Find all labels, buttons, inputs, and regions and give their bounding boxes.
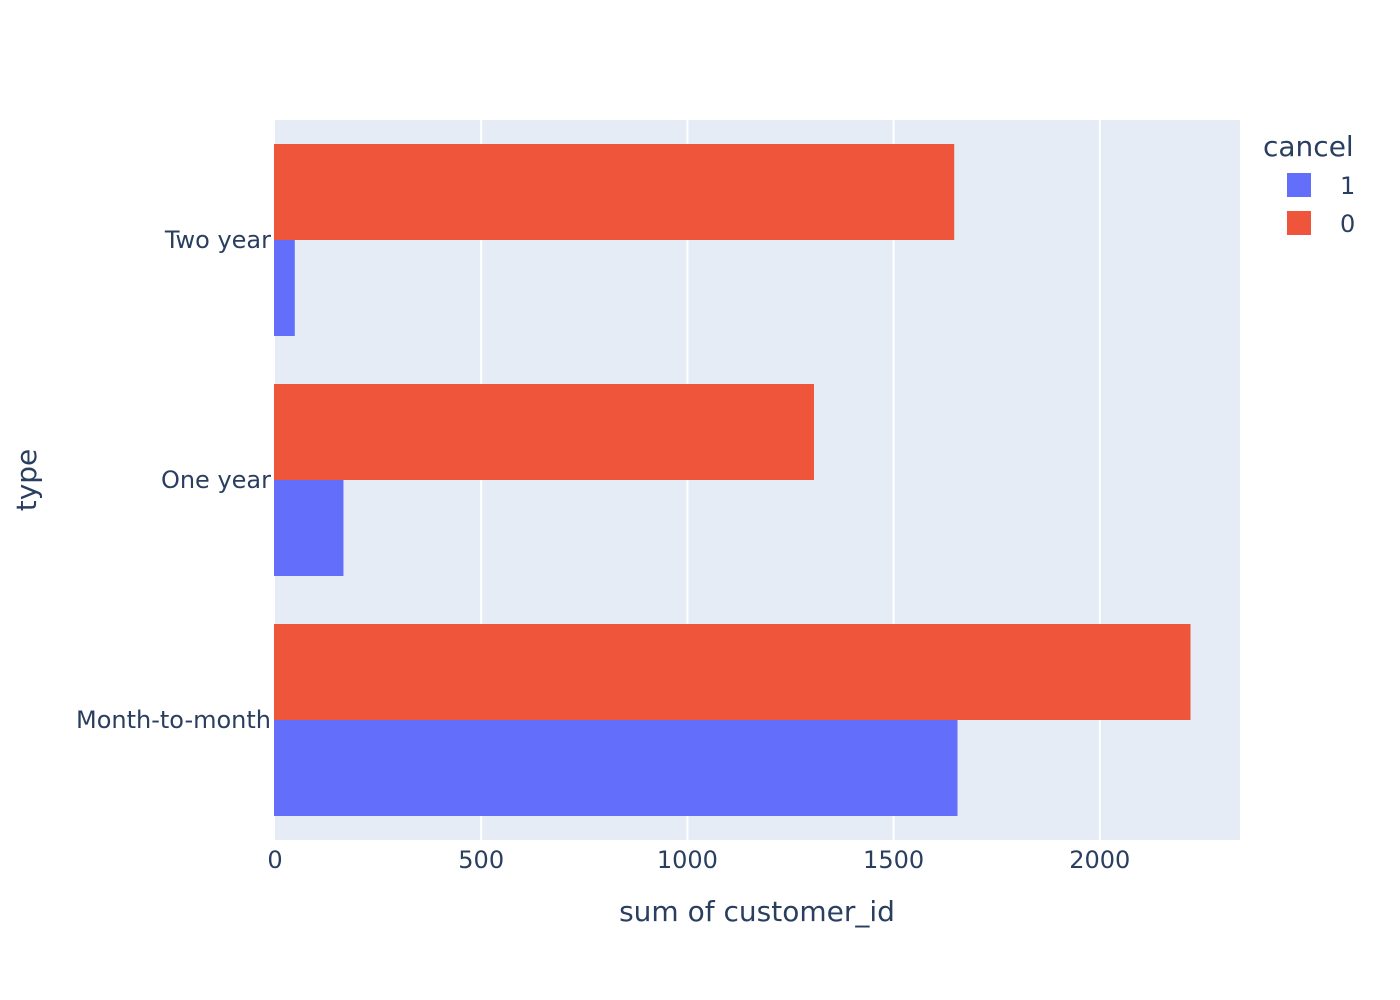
legend-swatch <box>1287 211 1311 235</box>
bar-month-to-month-cancel-0 <box>274 624 1191 720</box>
y-axis-title: type <box>10 449 43 512</box>
bar-one-year-cancel-1 <box>274 480 344 576</box>
legend-item-1[interactable]: 1 <box>1287 172 1355 200</box>
x-tick-label: 1000 <box>657 846 718 874</box>
legend-title: cancel <box>1263 130 1354 163</box>
bars <box>274 144 1191 816</box>
bar-one-year-cancel-0 <box>274 384 814 480</box>
legend-item-0[interactable]: 0 <box>1287 210 1355 238</box>
y-tick-label: One year <box>161 466 271 494</box>
x-tick-label: 0 <box>267 846 282 874</box>
legend-label: 1 <box>1340 172 1355 200</box>
x-tick-label: 2000 <box>1069 846 1130 874</box>
y-axis-ticks: Month-to-month One year Two year <box>76 226 271 734</box>
y-tick-label: Month-to-month <box>76 706 271 734</box>
x-axis-ticks: 0 500 1000 1500 2000 <box>267 846 1130 874</box>
y-tick-label: Two year <box>164 226 271 254</box>
legend-swatch <box>1287 173 1311 197</box>
bar-month-to-month-cancel-1 <box>274 720 958 816</box>
legend: cancel 1 0 <box>1263 130 1355 238</box>
x-tick-label: 500 <box>458 846 504 874</box>
x-axis-title: sum of customer_id <box>619 895 895 928</box>
legend-label: 0 <box>1340 210 1355 238</box>
bar-two-year-cancel-0 <box>274 144 955 240</box>
bar-two-year-cancel-1 <box>274 240 295 336</box>
x-tick-label: 1500 <box>863 846 924 874</box>
